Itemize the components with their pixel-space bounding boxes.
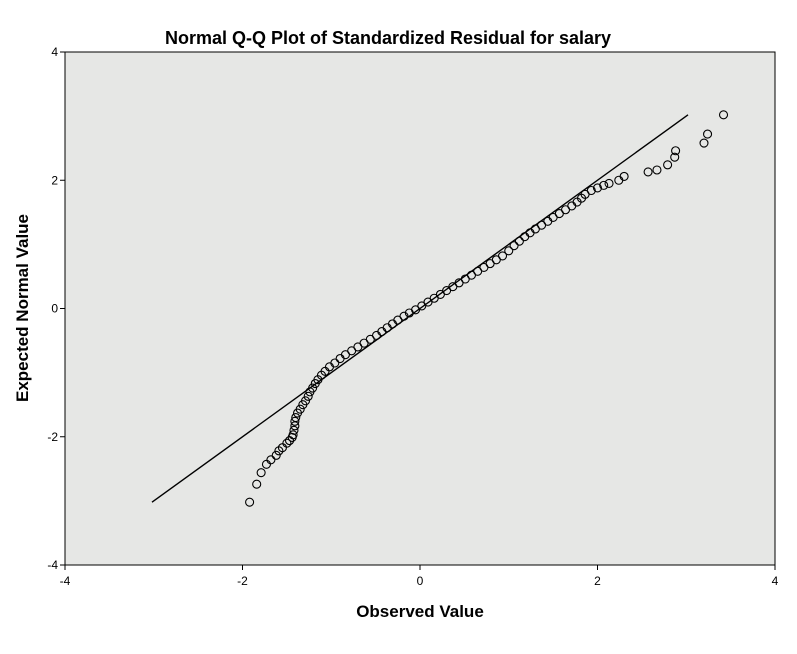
y-axis-title: Expected Normal Value <box>13 214 32 402</box>
y-tick-label: 0 <box>51 302 58 316</box>
data-point <box>295 404 305 414</box>
data-point <box>586 185 596 196</box>
data-point <box>497 251 508 261</box>
data-point <box>509 241 519 251</box>
x-tick-label: 0 <box>417 574 424 588</box>
data-point <box>399 311 409 321</box>
data-point <box>599 180 609 190</box>
data-point <box>671 146 681 156</box>
x-tick-label: -2 <box>237 574 248 588</box>
data-point <box>308 383 318 393</box>
data-point <box>291 412 301 423</box>
data-point <box>670 152 680 162</box>
data-point <box>300 396 311 406</box>
data-point <box>288 430 298 440</box>
data-point <box>252 479 262 489</box>
data-point <box>619 171 629 181</box>
y-tick-label: -4 <box>47 558 58 572</box>
data-point <box>303 391 313 401</box>
data-point <box>289 425 299 435</box>
data-points <box>245 110 729 507</box>
data-point <box>256 468 266 478</box>
data-point <box>504 246 514 256</box>
data-point <box>245 497 255 507</box>
normal-reference-line <box>151 114 689 503</box>
data-point <box>702 129 713 139</box>
y-axis-ticks: -4 -2 0 2 4 <box>47 45 65 572</box>
data-point <box>643 167 653 177</box>
data-point <box>604 178 614 189</box>
y-tick-label: 4 <box>51 45 58 59</box>
chart-title: Normal Q-Q Plot of Standardized Residual… <box>165 28 611 48</box>
x-tick-label: -4 <box>60 574 71 588</box>
data-point <box>330 358 340 368</box>
y-tick-label: 2 <box>51 173 58 187</box>
x-axis-ticks: -4 -2 0 2 4 <box>60 565 779 588</box>
data-point <box>514 236 524 246</box>
data-point <box>663 160 673 170</box>
data-point <box>290 416 300 426</box>
x-axis-title: Observed Value <box>356 602 484 621</box>
x-tick-label: 4 <box>772 574 779 588</box>
data-point <box>652 165 662 175</box>
x-tick-label: 2 <box>594 574 601 588</box>
data-point <box>699 138 709 148</box>
data-point <box>271 450 281 460</box>
data-point <box>282 438 292 448</box>
data-point <box>592 183 603 193</box>
y-tick-label: -2 <box>47 430 58 444</box>
data-point <box>266 455 276 465</box>
data-point <box>718 110 729 120</box>
